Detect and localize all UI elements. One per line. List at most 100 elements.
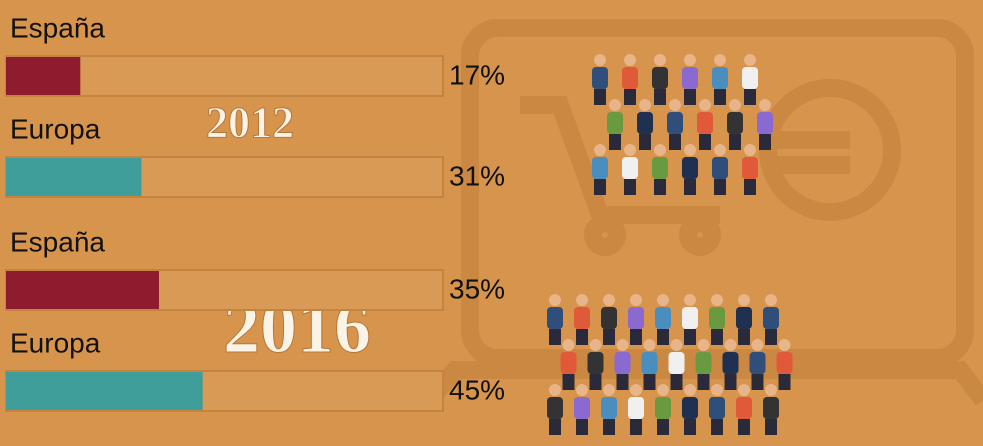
person-head — [765, 384, 777, 396]
person-head — [684, 144, 696, 156]
person-body — [682, 67, 698, 89]
person-head — [711, 384, 723, 396]
person-head — [697, 339, 710, 351]
person-body — [547, 397, 563, 419]
person — [601, 294, 617, 345]
person-head — [699, 99, 711, 111]
person — [682, 384, 698, 435]
person-legs — [697, 374, 710, 390]
person-head — [684, 54, 696, 66]
person — [622, 144, 638, 195]
person-body — [709, 397, 725, 419]
person-head — [751, 339, 764, 351]
person — [682, 144, 698, 195]
person-legs — [714, 179, 726, 195]
person-head — [549, 294, 561, 306]
person-head — [724, 339, 737, 351]
person — [722, 339, 739, 390]
person — [641, 339, 658, 390]
person-body — [697, 112, 713, 134]
person — [637, 99, 653, 150]
person-legs — [684, 89, 696, 105]
person — [652, 54, 668, 105]
person — [547, 294, 563, 345]
person — [622, 54, 638, 105]
person-head — [576, 384, 588, 396]
person — [652, 144, 668, 195]
person-head — [589, 339, 602, 351]
person-head — [609, 99, 621, 111]
value-label: 31% — [449, 160, 505, 191]
person-body — [601, 307, 617, 329]
person-legs — [744, 89, 756, 105]
person-head — [738, 384, 750, 396]
person-body — [742, 67, 758, 89]
person-body — [763, 397, 779, 419]
person-legs — [624, 179, 636, 195]
person-legs — [744, 179, 756, 195]
person — [592, 54, 608, 105]
person — [712, 54, 728, 105]
person — [736, 294, 752, 345]
person-legs — [765, 419, 777, 435]
person — [655, 294, 671, 345]
person — [763, 294, 779, 345]
person — [592, 144, 608, 195]
person-body — [776, 352, 793, 374]
person-body — [682, 307, 698, 329]
person — [607, 99, 623, 150]
person-head — [738, 294, 750, 306]
person-legs — [684, 329, 696, 345]
bar — [6, 158, 142, 196]
year-title: 2012 — [206, 98, 294, 147]
person-head — [603, 294, 615, 306]
person — [695, 339, 712, 390]
person — [655, 384, 671, 435]
person-head — [594, 144, 606, 156]
person — [667, 99, 683, 150]
person-body — [560, 352, 577, 374]
bar — [6, 271, 159, 309]
person — [574, 384, 590, 435]
person-head — [657, 384, 669, 396]
person-head — [729, 99, 741, 111]
person — [709, 294, 725, 345]
person-head — [549, 384, 561, 396]
person-legs — [657, 419, 669, 435]
person-legs — [603, 329, 615, 345]
person-legs — [711, 329, 723, 345]
person-head — [744, 54, 756, 66]
person-body — [695, 352, 712, 374]
person-legs — [684, 419, 696, 435]
person-body — [601, 397, 617, 419]
person-head — [657, 294, 669, 306]
person-head — [562, 339, 575, 351]
person — [727, 99, 743, 150]
person-body — [727, 112, 743, 134]
person-legs — [738, 419, 750, 435]
person-head — [759, 99, 771, 111]
person-body — [712, 157, 728, 179]
person-head — [654, 144, 666, 156]
person-legs — [576, 419, 588, 435]
person-head — [670, 339, 683, 351]
person — [574, 294, 590, 345]
bar — [6, 372, 203, 410]
person — [668, 339, 685, 390]
person-body — [547, 307, 563, 329]
person-head — [639, 99, 651, 111]
person-head — [616, 339, 629, 351]
person — [587, 339, 604, 390]
person-legs — [639, 134, 651, 150]
person-body — [637, 112, 653, 134]
person-body — [722, 352, 739, 374]
person-head — [714, 144, 726, 156]
person — [749, 339, 766, 390]
person-legs — [699, 134, 711, 150]
person-legs — [669, 134, 681, 150]
value-label: 17% — [449, 59, 505, 90]
bar — [6, 57, 81, 95]
person — [742, 144, 758, 195]
person — [560, 339, 577, 390]
person-body — [587, 352, 604, 374]
